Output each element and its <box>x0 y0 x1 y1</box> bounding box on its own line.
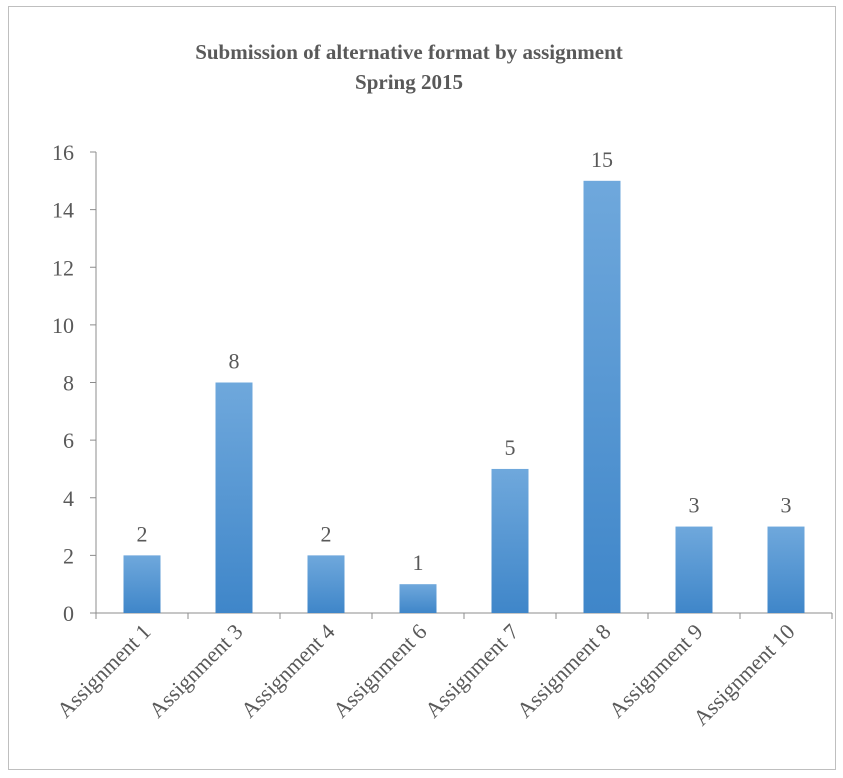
category-label: Assignment 3 <box>144 619 248 723</box>
y-tick-label: 16 <box>52 140 74 165</box>
data-label: 3 <box>781 493 792 518</box>
category-label: Assignment 4 <box>236 619 340 723</box>
bar <box>215 382 253 613</box>
axes <box>90 151 833 619</box>
y-tick-label: 2 <box>63 543 74 568</box>
category-label: Assignment 9 <box>604 619 708 723</box>
data-label: 2 <box>321 521 332 546</box>
labels: 0 2 4 6 8 10 12 14 16 2 Assignment 1 8 Assignment 3 2… <box>52 140 800 730</box>
bar <box>675 526 713 613</box>
bar <box>307 555 345 613</box>
category-label: Assignment 8 <box>512 619 616 723</box>
bar <box>123 555 161 613</box>
data-label: 3 <box>689 493 700 518</box>
y-tick-label: 14 <box>52 198 74 223</box>
bar <box>767 526 805 613</box>
bar <box>583 180 621 613</box>
data-label: 1 <box>413 550 424 575</box>
chart-title: Submission of alternative format by assi… <box>195 40 623 64</box>
category-label: Assignment 1 <box>52 619 156 723</box>
chart-subtitle: Spring 2015 <box>355 70 463 94</box>
category-label: Assignment 7 <box>420 619 524 723</box>
y-tick-label: 12 <box>52 255 74 280</box>
chart-frame: Submission of alternative format by assi… <box>8 6 836 770</box>
chart-title-block: Submission of alternative format by assi… <box>9 37 809 97</box>
data-label: 2 <box>137 521 148 546</box>
data-label: 5 <box>505 435 516 460</box>
y-tick-label: 8 <box>63 371 74 396</box>
y-tick-label: 4 <box>63 486 74 511</box>
y-tick-label: 6 <box>63 428 74 453</box>
category-label: Assignment 6 <box>328 619 432 723</box>
bars <box>123 180 805 613</box>
y-tick-label: 0 <box>63 601 74 626</box>
y-tick-label: 10 <box>52 313 74 338</box>
data-label: 15 <box>591 147 613 172</box>
bar <box>491 468 529 613</box>
data-label: 8 <box>229 349 240 374</box>
bar <box>399 584 437 613</box>
